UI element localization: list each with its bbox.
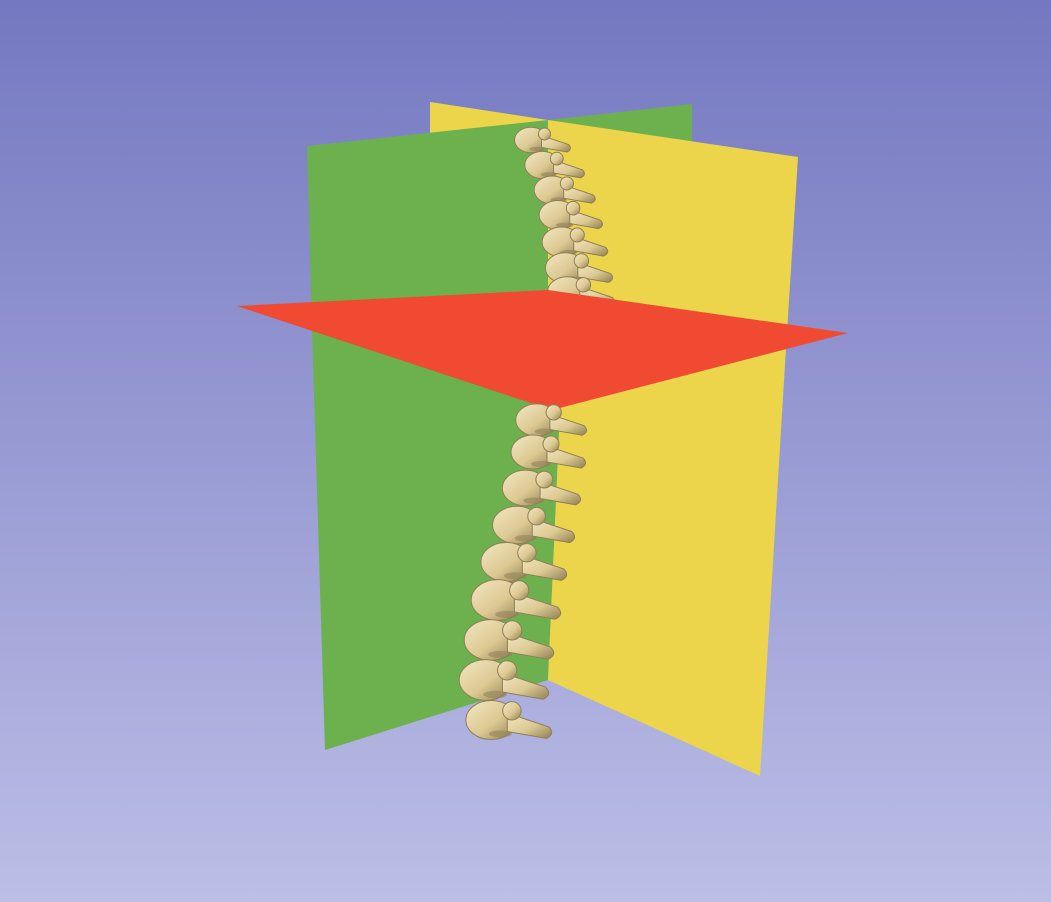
spinous-process xyxy=(563,184,596,204)
transverse-process xyxy=(502,620,523,641)
transverse-process xyxy=(549,151,564,166)
vertebra-upper-4[interactable] xyxy=(538,200,603,230)
transverse-process xyxy=(538,127,551,141)
vertebra-lower-3[interactable] xyxy=(501,469,582,507)
transverse-process xyxy=(565,200,581,216)
transverse-process xyxy=(502,701,522,721)
vertebra-upper-5[interactable] xyxy=(541,226,609,258)
intervertebral-gap xyxy=(488,730,512,738)
intervertebral-gap xyxy=(534,428,554,435)
spinous-process xyxy=(573,236,609,257)
intervertebral-gap xyxy=(483,690,508,699)
intervertebral-gap xyxy=(514,534,537,542)
spine-model-upper[interactable] xyxy=(514,126,615,308)
intervertebral-gap xyxy=(529,146,545,152)
spinous-process xyxy=(501,672,550,700)
red-slice-plane-edge-shade xyxy=(237,306,552,410)
green-slice-plane-upper[interactable] xyxy=(307,120,548,330)
vertebra-lower-1[interactable] xyxy=(515,403,588,437)
intervertebral-gap xyxy=(488,650,513,659)
spinous-process xyxy=(541,134,571,153)
vertebra-upper-1[interactable] xyxy=(514,126,571,154)
intervertebral-gap xyxy=(531,461,551,467)
vertebra-lower-8[interactable] xyxy=(458,659,550,701)
spinous-process xyxy=(553,159,585,179)
vertebra-upper-3[interactable] xyxy=(533,175,596,205)
spinous-process xyxy=(549,413,588,436)
transverse-process xyxy=(569,227,585,243)
vertebra-lower-5[interactable] xyxy=(480,541,568,583)
red-slice-plane[interactable] xyxy=(237,290,848,410)
spinous-process xyxy=(546,445,587,469)
intervertebral-gap xyxy=(523,497,545,504)
transverse-process xyxy=(497,660,518,681)
intervertebral-gap xyxy=(556,222,574,228)
transverse-process xyxy=(559,176,574,191)
transverse-process xyxy=(542,435,560,453)
spinous-process xyxy=(521,554,568,581)
spinous-process xyxy=(539,481,582,506)
intervertebral-gap xyxy=(495,610,520,619)
transverse-process xyxy=(509,580,530,601)
spinous-process xyxy=(513,592,562,620)
transverse-process xyxy=(573,253,590,269)
spinous-process xyxy=(506,712,553,739)
spinous-process xyxy=(577,261,613,283)
vertebra-upper-2[interactable] xyxy=(524,150,585,180)
spinous-process xyxy=(506,632,555,660)
transverse-process xyxy=(527,506,546,526)
yellow-slice-plane-lower[interactable] xyxy=(548,305,786,776)
yellow-slice-plane-upper[interactable] xyxy=(548,120,798,348)
intervertebral-gap xyxy=(503,572,527,580)
transverse-process xyxy=(517,543,537,563)
vertebra-lower-2[interactable] xyxy=(510,434,587,470)
vertebra-lower-4[interactable] xyxy=(492,505,576,545)
transverse-process xyxy=(545,404,562,421)
spinous-process xyxy=(531,517,576,544)
spine-model-lower[interactable] xyxy=(458,403,588,741)
transverse-process xyxy=(575,277,592,293)
transverse-process xyxy=(535,470,554,489)
vertebra-lower-9[interactable] xyxy=(465,699,553,741)
spinous-process xyxy=(569,209,603,230)
